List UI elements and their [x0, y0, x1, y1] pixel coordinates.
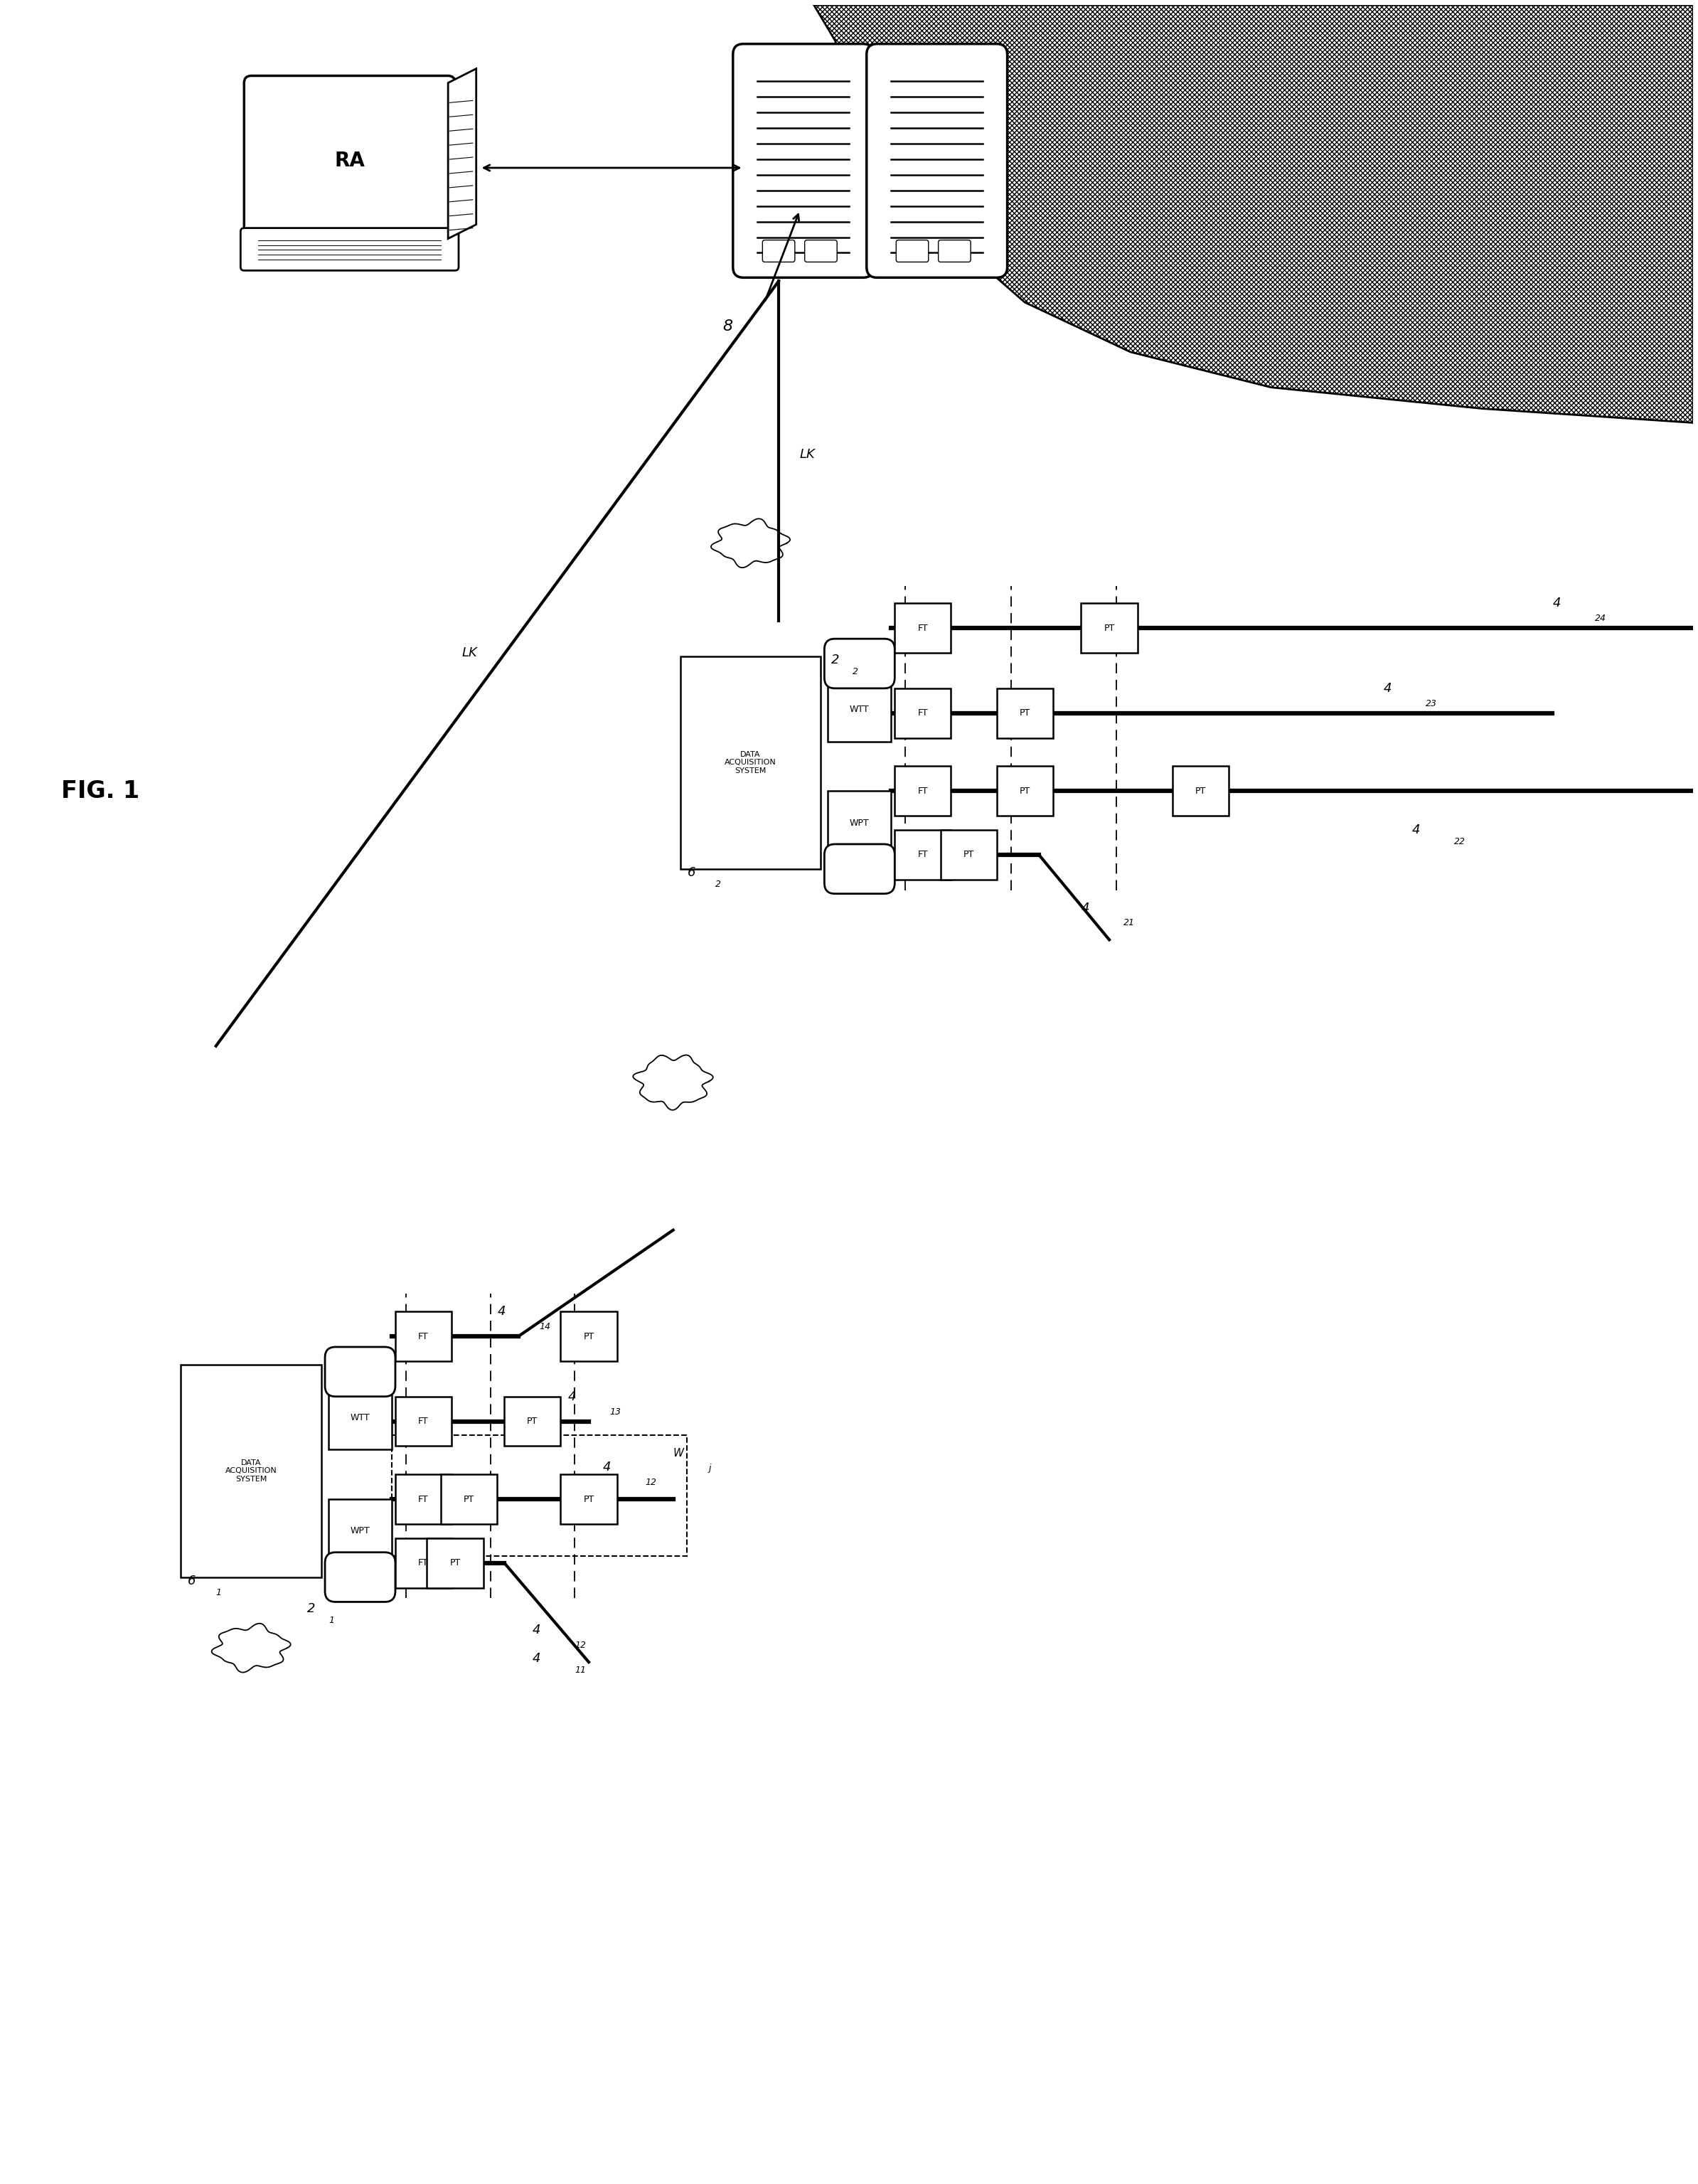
Text: RA: RA	[335, 151, 365, 170]
Text: FT: FT	[418, 1332, 428, 1341]
Text: 12: 12	[574, 1640, 586, 1651]
Text: 4: 4	[1384, 681, 1392, 695]
Text: 4: 4	[603, 1461, 611, 1474]
FancyBboxPatch shape	[241, 227, 458, 271]
Text: WPT: WPT	[849, 819, 869, 828]
Text: 4: 4	[567, 1389, 576, 1402]
FancyBboxPatch shape	[941, 830, 997, 880]
Text: 21: 21	[1124, 919, 1134, 928]
Text: j: j	[708, 1463, 711, 1472]
FancyBboxPatch shape	[328, 1498, 392, 1564]
FancyBboxPatch shape	[866, 44, 1007, 277]
FancyBboxPatch shape	[895, 830, 951, 880]
FancyBboxPatch shape	[829, 791, 891, 854]
FancyBboxPatch shape	[895, 603, 951, 653]
Text: 1: 1	[216, 1588, 222, 1597]
Text: 2: 2	[307, 1603, 316, 1616]
FancyBboxPatch shape	[997, 688, 1053, 738]
Text: 24: 24	[1594, 614, 1606, 622]
Text: PT: PT	[526, 1417, 538, 1426]
FancyBboxPatch shape	[997, 767, 1053, 817]
Text: FT: FT	[917, 622, 929, 633]
Text: FT: FT	[917, 786, 929, 795]
Text: WTT: WTT	[350, 1413, 370, 1422]
FancyBboxPatch shape	[396, 1474, 452, 1524]
Text: 22: 22	[1453, 836, 1465, 845]
Polygon shape	[448, 68, 475, 238]
FancyBboxPatch shape	[324, 1553, 396, 1601]
Text: 1: 1	[328, 1616, 335, 1625]
FancyBboxPatch shape	[1173, 767, 1229, 817]
Text: FT: FT	[917, 708, 929, 719]
Text: FT: FT	[418, 1494, 428, 1505]
FancyBboxPatch shape	[825, 845, 895, 893]
FancyBboxPatch shape	[426, 1538, 484, 1588]
Text: PT: PT	[450, 1559, 460, 1568]
FancyBboxPatch shape	[734, 44, 873, 277]
Text: 4: 4	[498, 1306, 506, 1317]
FancyBboxPatch shape	[805, 240, 837, 262]
Text: 8: 8	[722, 319, 732, 334]
Text: LK: LK	[462, 646, 477, 660]
FancyBboxPatch shape	[681, 657, 820, 869]
Text: 13: 13	[610, 1406, 621, 1417]
FancyBboxPatch shape	[324, 1348, 396, 1396]
Text: PT: PT	[464, 1494, 475, 1505]
Text: 12: 12	[645, 1479, 657, 1487]
Text: 4: 4	[1552, 596, 1560, 609]
Text: DATA
ACQUISITION
SYSTEM: DATA ACQUISITION SYSTEM	[725, 751, 776, 775]
FancyBboxPatch shape	[560, 1474, 616, 1524]
FancyBboxPatch shape	[180, 1365, 321, 1577]
Text: W: W	[672, 1448, 684, 1459]
Text: DATA
ACQUISITION
SYSTEM: DATA ACQUISITION SYSTEM	[226, 1459, 277, 1483]
Text: 4: 4	[1411, 823, 1420, 836]
FancyBboxPatch shape	[396, 1538, 452, 1588]
Text: 6: 6	[688, 867, 696, 878]
Text: 6: 6	[188, 1575, 195, 1588]
Text: 4: 4	[533, 1651, 540, 1664]
Text: FT: FT	[418, 1559, 428, 1568]
FancyBboxPatch shape	[895, 767, 951, 817]
Text: 11: 11	[574, 1666, 586, 1675]
Text: 2: 2	[832, 653, 839, 666]
Text: FT: FT	[917, 850, 929, 858]
Text: 14: 14	[540, 1321, 550, 1332]
Text: 2: 2	[852, 666, 857, 677]
FancyBboxPatch shape	[245, 76, 455, 247]
FancyBboxPatch shape	[939, 240, 971, 262]
FancyBboxPatch shape	[825, 638, 895, 688]
Text: FT: FT	[418, 1417, 428, 1426]
Text: PT: PT	[1019, 786, 1031, 795]
FancyBboxPatch shape	[441, 1474, 498, 1524]
FancyBboxPatch shape	[396, 1313, 452, 1361]
Text: PT: PT	[1019, 708, 1031, 719]
Text: FIG. 1: FIG. 1	[61, 780, 139, 804]
Text: PT: PT	[1104, 622, 1114, 633]
FancyBboxPatch shape	[504, 1396, 560, 1446]
FancyBboxPatch shape	[396, 1396, 452, 1446]
FancyBboxPatch shape	[829, 677, 891, 740]
Text: PT: PT	[963, 850, 975, 858]
FancyBboxPatch shape	[1082, 603, 1138, 653]
Text: PT: PT	[584, 1494, 594, 1505]
Text: WTT: WTT	[849, 705, 869, 714]
FancyBboxPatch shape	[560, 1313, 616, 1361]
Text: LK: LK	[800, 448, 815, 461]
Text: 4: 4	[533, 1623, 540, 1636]
Text: PT: PT	[584, 1332, 594, 1341]
FancyBboxPatch shape	[328, 1387, 392, 1450]
FancyBboxPatch shape	[895, 688, 951, 738]
Text: PT: PT	[1195, 786, 1206, 795]
Text: WPT: WPT	[350, 1527, 370, 1535]
Text: 2: 2	[715, 880, 722, 889]
Polygon shape	[813, 4, 1693, 424]
Text: 4: 4	[1082, 902, 1090, 915]
FancyBboxPatch shape	[762, 240, 795, 262]
Text: 23: 23	[1426, 699, 1437, 708]
FancyBboxPatch shape	[897, 240, 929, 262]
